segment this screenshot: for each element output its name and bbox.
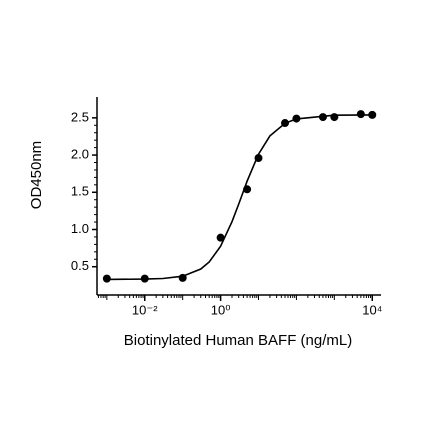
data-point [281, 119, 290, 128]
x-tick-label: 10⁻² [132, 302, 158, 317]
y-tick-label: 2.5 [71, 109, 89, 124]
data-point [368, 110, 377, 119]
data-point [356, 110, 365, 119]
y-tick-label: 2.0 [71, 146, 89, 161]
x-tick-label: 10⁴ [362, 302, 382, 317]
fit-curve [106, 114, 373, 281]
data-point [254, 154, 263, 163]
y-tick-label: 1.0 [71, 221, 89, 236]
y-tick-label: 0.5 [71, 258, 89, 273]
x-axis-title: Biotinylated Human BAFF (ng/mL) [124, 332, 352, 349]
x-tick-label: 10⁰ [211, 302, 231, 317]
data-point [140, 274, 149, 283]
data-point [243, 185, 252, 194]
data-point [318, 113, 327, 122]
data-point [178, 273, 187, 282]
y-tick-label: 1.5 [71, 184, 89, 199]
data-point [216, 233, 225, 242]
data-point [330, 113, 339, 122]
y-axis-title: OD450nm [28, 141, 45, 209]
data-point [102, 274, 111, 283]
data-point [292, 114, 301, 123]
